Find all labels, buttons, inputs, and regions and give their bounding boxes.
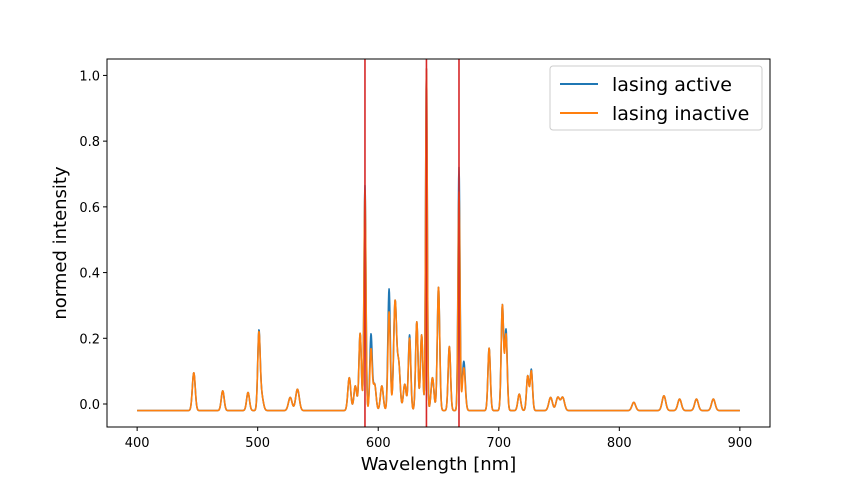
y-axis-ticks: 0.0 0.2 0.4 0.6 0.8 1.0 xyxy=(79,69,107,413)
x-axis-ticks: 400 500 600 700 800 900 xyxy=(125,427,752,451)
vline-layer xyxy=(364,59,460,427)
x-tick-label: 900 xyxy=(727,436,752,451)
series-layer xyxy=(136,68,741,412)
x-tick-label: 800 xyxy=(607,436,632,451)
y-tick-label: 0.8 xyxy=(79,135,100,150)
legend-box xyxy=(549,65,763,131)
plot-frame xyxy=(106,58,771,428)
y-tick-label: 0.0 xyxy=(79,398,100,413)
x-tick-label: 400 xyxy=(125,436,150,451)
x-tick-label: 600 xyxy=(366,436,391,451)
legend-label-lasing-active: lasing active xyxy=(612,74,732,96)
series-line-1 xyxy=(136,68,741,412)
x-axis-label: Wavelength [nm] xyxy=(361,454,517,475)
x-tick-label: 500 xyxy=(245,436,270,451)
x-tick-label: 700 xyxy=(486,436,511,451)
legend-label-lasing-inactive: lasing inactive xyxy=(612,103,749,125)
y-tick-label: 1.0 xyxy=(79,69,100,84)
y-tick-label: 0.6 xyxy=(79,201,100,216)
y-tick-label: 0.2 xyxy=(79,332,100,347)
y-axis-label: normed intensity xyxy=(50,166,71,320)
legend: lasing active lasing inactive xyxy=(549,65,763,131)
y-tick-label: 0.4 xyxy=(79,267,100,282)
